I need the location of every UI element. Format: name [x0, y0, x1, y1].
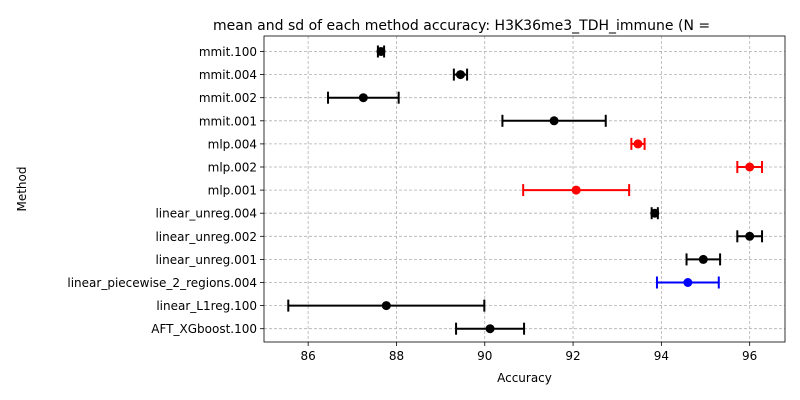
y-tick-label: linear_unreg.004	[155, 207, 257, 221]
x-tick-label: 94	[654, 349, 669, 363]
mean-point	[683, 278, 693, 287]
y-tick-label: linear_unreg.001	[155, 253, 257, 267]
y-tick-label: mmit.002	[199, 91, 257, 105]
y-tick-label: linear_unreg.002	[155, 230, 257, 244]
plot-frame	[263, 35, 786, 343]
x-tick-label: 88	[389, 349, 404, 363]
y-tick-label: mlp.001	[208, 184, 257, 198]
mean-point	[455, 70, 465, 80]
errorbar-AFT_XGboost.100	[455, 322, 526, 335]
errorbar-mlp.004	[630, 137, 646, 150]
y-tick-label: mmit.100	[199, 45, 257, 59]
grid	[264, 36, 785, 342]
errorbar-mmit.100	[376, 45, 386, 58]
mean-point	[485, 324, 495, 334]
errorbar-linear_unreg.001	[685, 253, 722, 266]
y-tick-label: linear_piecewise_2_regions.004	[67, 276, 257, 290]
errorbar-mlp.002	[736, 161, 764, 173]
y-tick-label: AFT_XGboost.100	[151, 322, 257, 336]
plot-marks	[287, 45, 764, 335]
errorbar-linear_unreg.004	[650, 207, 660, 220]
y-tick-label: mmit.001	[199, 114, 257, 128]
errorbar-linear_piecewise_2_regions.004	[655, 276, 720, 289]
mean-point	[650, 208, 660, 218]
errorbar-mmit.002	[327, 91, 400, 104]
errorbar-mmit.001	[501, 114, 607, 127]
errorbar-mmit.004	[452, 68, 469, 81]
mean-point	[698, 254, 708, 264]
chart-title: mean and sd of each method accuracy: H3K…	[213, 18, 710, 34]
x-tick-label: 92	[565, 349, 580, 363]
errorbar-linear_unreg.002	[736, 230, 764, 243]
mean-point	[381, 301, 391, 311]
errorbar-linear_L1reg.100	[287, 299, 486, 312]
mean-point	[358, 93, 368, 103]
mean-point	[376, 47, 386, 56]
x-tick-label: 90	[477, 349, 492, 363]
y-tick-label: linear_L1reg.100	[156, 299, 257, 313]
x-tick-label: 96	[742, 349, 757, 363]
mean-point	[571, 185, 581, 195]
mean-point	[745, 162, 755, 172]
y-tick-label: mlp.004	[208, 137, 257, 151]
mean-point	[549, 116, 559, 126]
mean-point	[745, 231, 755, 241]
y-axis-title: Method	[15, 166, 29, 211]
errorbar-mlp.001	[522, 184, 631, 197]
mean-point	[633, 139, 643, 149]
axes: 86 88 90 92 94 96 mmit.100 mmit.004 mmit.002 mmit…	[67, 45, 757, 363]
y-tick-label: mmit.004	[199, 68, 257, 82]
y-tick-label: mlp.002	[208, 161, 257, 175]
x-tick-label: 86	[301, 349, 316, 363]
x-axis-title: Accuracy	[497, 371, 552, 385]
